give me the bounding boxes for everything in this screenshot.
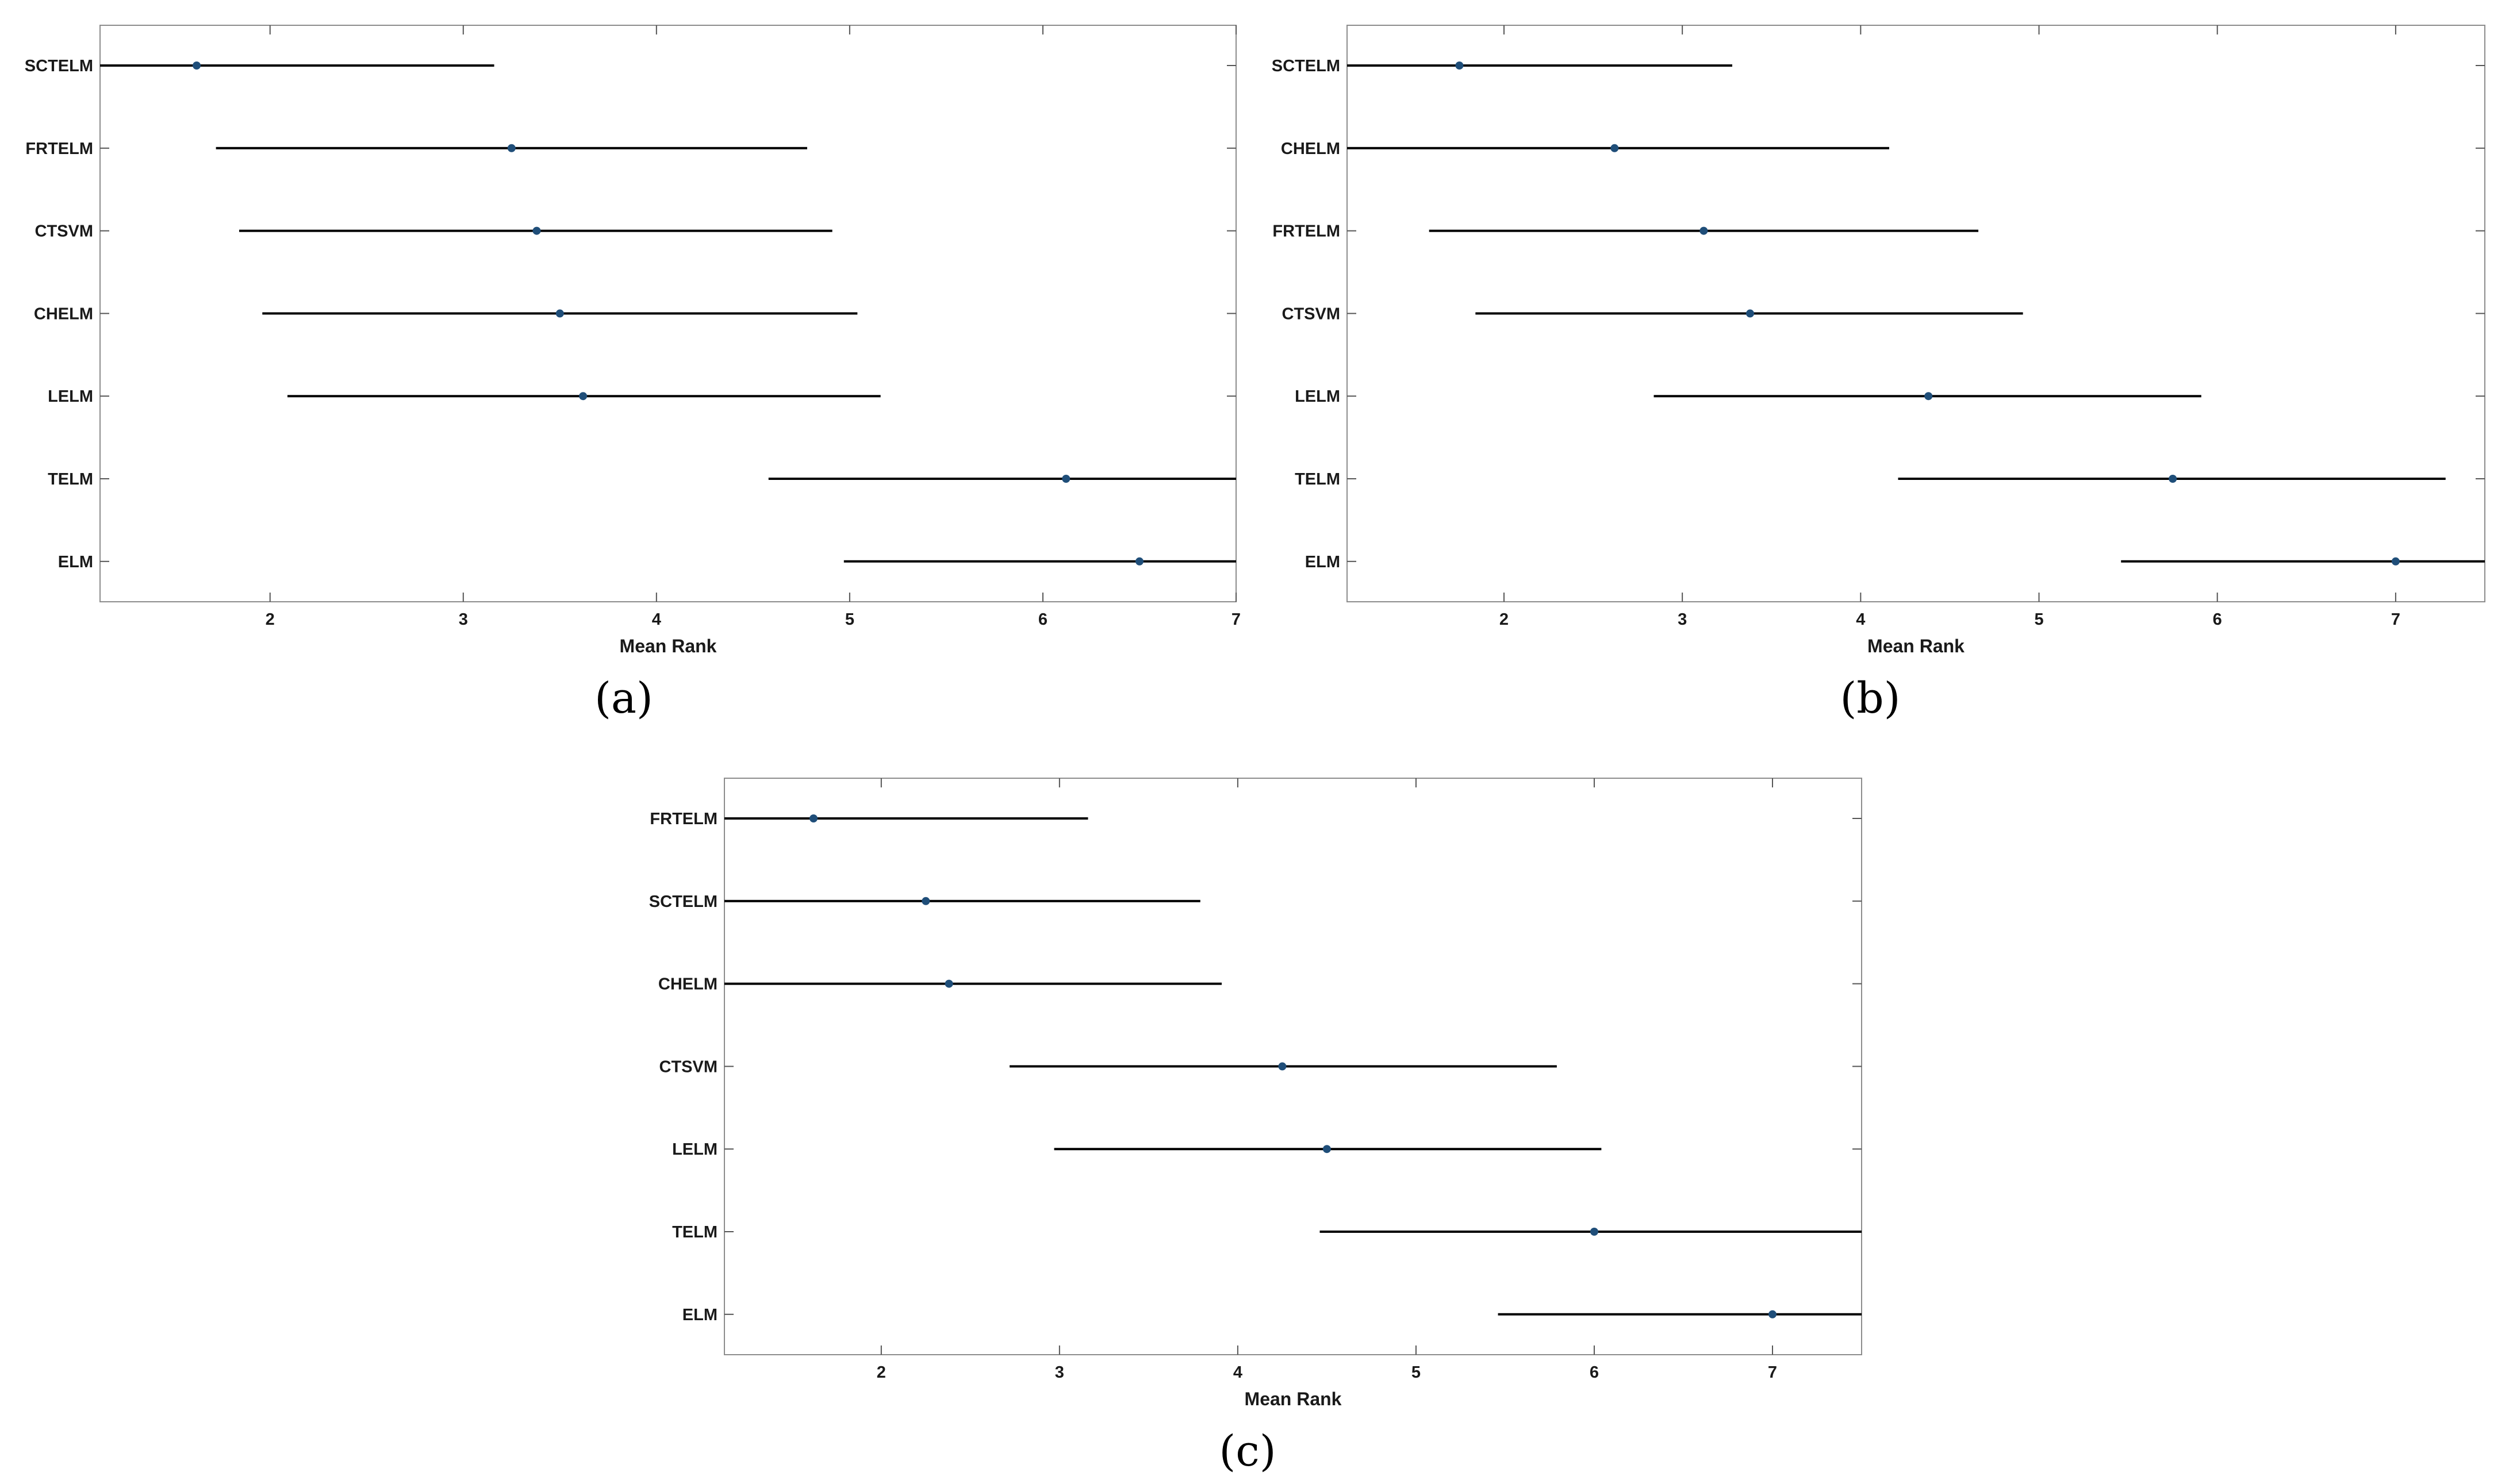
x-axis-label: Mean Rank xyxy=(620,636,717,656)
x-tick-label: 5 xyxy=(845,610,854,629)
mean-rank-marker xyxy=(1699,226,1708,235)
x-tick-label: 2 xyxy=(877,1363,886,1382)
y-tick-label: CTSVM xyxy=(1282,305,1341,323)
mean-rank-marker xyxy=(555,309,564,318)
mean-rank-marker xyxy=(1135,557,1144,566)
x-tick-label: 4 xyxy=(652,610,661,629)
y-tick-label: TELM xyxy=(48,470,93,489)
mean-rank-marker xyxy=(1768,1310,1777,1318)
mean-rank-marker xyxy=(1455,61,1464,70)
x-tick-label: 6 xyxy=(2213,610,2222,629)
mean-rank-marker xyxy=(532,226,541,235)
x-tick-label: 6 xyxy=(1038,610,1048,629)
x-tick-label: 2 xyxy=(1499,610,1509,629)
mean-rank-marker xyxy=(1278,1062,1287,1071)
panel-label: (c) xyxy=(1219,1427,1276,1476)
x-tick-label: 2 xyxy=(266,610,275,629)
x-tick-label: 3 xyxy=(1678,610,1687,629)
x-tick-label: 3 xyxy=(1055,1363,1064,1382)
mean-rank-marker xyxy=(193,61,201,70)
y-tick-label: SCTELM xyxy=(649,893,718,911)
chart-panel-3: 2 3 4 5 6 7 FRTELM SCTELM CHELM CTSVM LELM TELM ELM M… xyxy=(649,778,1862,1476)
y-tick-label: SCTELM xyxy=(1272,57,1340,75)
mean-rank-marker xyxy=(945,979,953,988)
mean-rank-marker xyxy=(1590,1228,1598,1236)
x-tick-label: 3 xyxy=(459,610,468,629)
panel-label: (b) xyxy=(1840,674,1900,723)
y-tick-label: FRTELM xyxy=(1272,222,1340,241)
y-tick-label: CTSVM xyxy=(35,222,94,241)
x-tick-label: 7 xyxy=(1231,610,1241,629)
mean-rank-marker xyxy=(507,144,516,152)
x-tick-label: 4 xyxy=(1233,1363,1242,1382)
mean-rank-marker xyxy=(922,897,930,905)
x-tick-label: 6 xyxy=(1590,1363,1599,1382)
y-tick-label: FRTELM xyxy=(25,140,93,158)
y-tick-label: CTSVM xyxy=(659,1058,718,1076)
x-axis-label: Mean Rank xyxy=(1867,636,1965,656)
mean-rank-marker xyxy=(2169,475,2177,483)
y-tick-label: CHELM xyxy=(1281,140,1340,158)
panels: 2 3 4 5 6 7 SCTELM FRTELM CTSVM CHELM LELM TELM ELM M… xyxy=(25,25,2485,1476)
y-tick-label: ELM xyxy=(1305,553,1340,571)
chart-panel-2: 2 3 4 5 6 7 SCTELM CHELM FRTELM CTSVM LELM TELM ELM M… xyxy=(1272,25,2485,723)
x-tick-label: 5 xyxy=(1411,1363,1421,1382)
x-tick-label: 7 xyxy=(1768,1363,1777,1382)
mean-rank-marker xyxy=(809,814,818,822)
y-tick-label: ELM xyxy=(58,553,93,571)
y-tick-label: ELM xyxy=(682,1306,718,1324)
x-tick-label: 4 xyxy=(1856,610,1865,629)
mean-rank-marker xyxy=(1746,309,1755,318)
mean-rank-marker xyxy=(1322,1145,1331,1154)
mean-rank-marker xyxy=(579,392,588,401)
x-tick-label: 7 xyxy=(2391,610,2400,629)
y-tick-label: TELM xyxy=(672,1223,718,1241)
mean-rank-marker xyxy=(1610,144,1619,152)
y-tick-label: FRTELM xyxy=(650,810,718,828)
panel-label: (a) xyxy=(594,674,653,723)
mean-rank-marker xyxy=(1924,392,1933,401)
mean-rank-marker xyxy=(2391,557,2400,566)
y-tick-label: SCTELM xyxy=(25,57,93,75)
y-tick-label: LELM xyxy=(1295,387,1340,406)
x-tick-label: 5 xyxy=(2034,610,2043,629)
mean-rank-marker xyxy=(1062,475,1071,483)
y-tick-label: CHELM xyxy=(34,305,93,323)
chart-panel-1: 2 3 4 5 6 7 SCTELM FRTELM CTSVM CHELM LELM TELM ELM M… xyxy=(25,25,1241,723)
x-axis-label: Mean Rank xyxy=(1245,1389,1342,1409)
y-tick-label: TELM xyxy=(1295,470,1340,489)
y-tick-label: LELM xyxy=(672,1140,718,1159)
y-tick-label: CHELM xyxy=(658,975,718,994)
y-tick-label: LELM xyxy=(48,387,93,406)
